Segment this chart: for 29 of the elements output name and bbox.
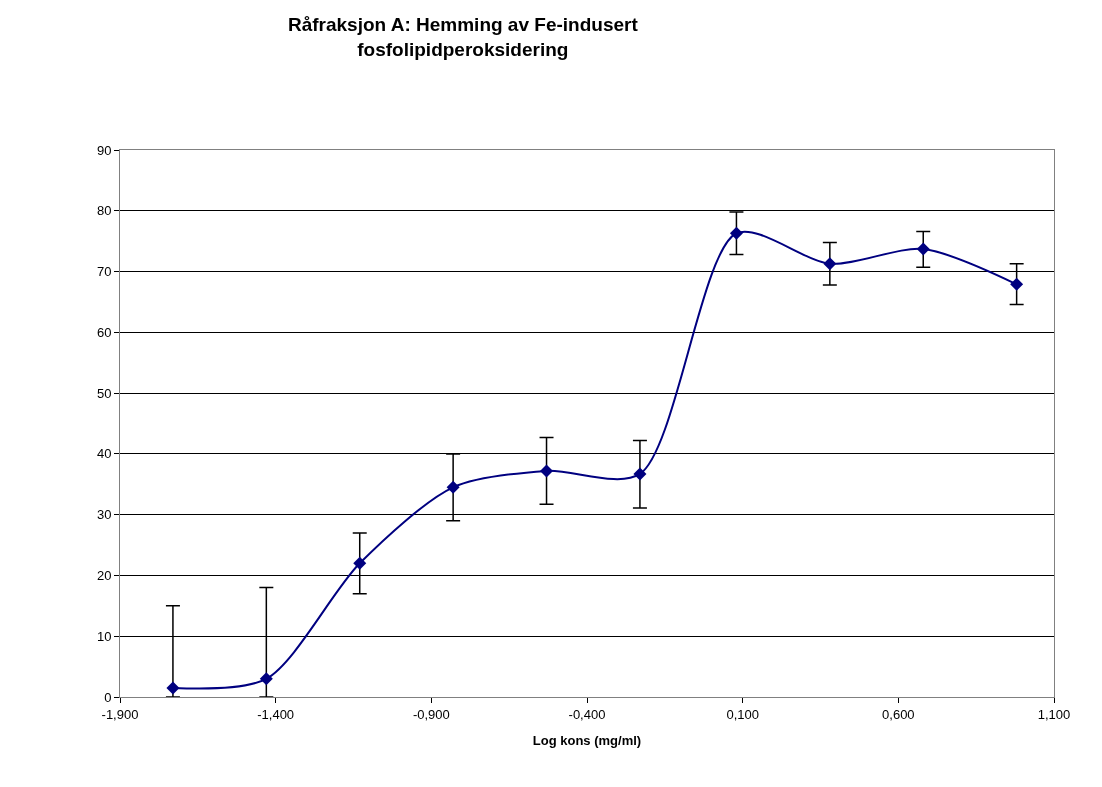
point [259, 672, 273, 686]
x-tick-label: -0,400 [568, 706, 606, 722]
point [1010, 277, 1024, 291]
y-tick-label: 30 [96, 507, 112, 523]
point [823, 257, 837, 271]
y-tick-label: 20 [96, 567, 112, 583]
chart-title: Råfraksjon A: Hemming av Fe-indusert fosfolipidperoksidering [287, 14, 639, 61]
point [916, 242, 930, 256]
x-tick-label: -0,900 [412, 706, 450, 722]
x-tick-label: 1,100 [1037, 706, 1071, 722]
y-tick-label: 80 [96, 203, 112, 219]
y-tick-label: 90 [96, 142, 112, 158]
point [540, 464, 554, 478]
y-tick-label: 60 [96, 324, 112, 340]
x-tick-label: 0,100 [726, 706, 759, 722]
x-tick-label: -1,400 [257, 706, 295, 722]
y-tick-label: 70 [96, 264, 112, 280]
point [446, 480, 460, 494]
point [353, 556, 367, 570]
point [166, 681, 180, 695]
point [633, 467, 647, 481]
y-tick-label: 50 [96, 385, 112, 401]
x-axis-title: Log kons (mg/ml) [532, 733, 642, 749]
y-tick-label: 10 [96, 628, 112, 644]
point [729, 226, 743, 240]
x-tick-label: -1,900 [101, 706, 139, 722]
y-tick-label: 40 [96, 446, 112, 462]
x-tick-label: 0,600 [882, 706, 915, 722]
y-tick-label: 0 [104, 689, 112, 705]
